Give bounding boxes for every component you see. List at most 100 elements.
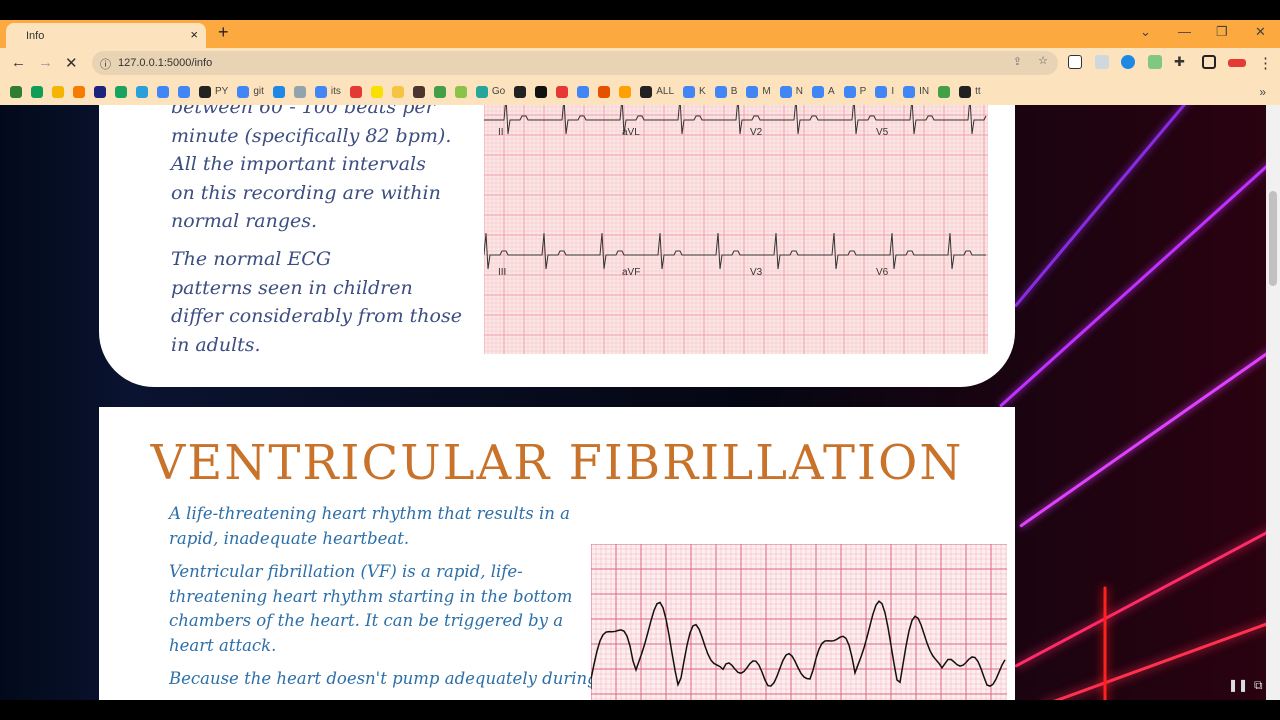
normal-ecg-card: between 60 - 100 beats per minute (speci… [99,105,1015,387]
url-text[interactable]: 127.0.0.1:5000/info [118,57,213,69]
bookmark-item[interactable] [136,85,148,98]
ecg-grid-major [591,544,1007,700]
new-tab-button[interactable]: + [218,22,229,42]
bookmark-item[interactable] [293,85,306,98]
extension-a-icon[interactable] [1121,55,1135,69]
bookmark-item[interactable]: its [314,85,341,98]
miniplayer-icon[interactable]: ⧉ [1254,678,1263,692]
bookmark-item[interactable]: M [746,85,771,98]
site-info-icon[interactable]: ⓘ [100,59,111,71]
bookmark-item[interactable] [115,85,127,98]
bookmark-icon [370,85,383,98]
bookmark-icon [843,85,856,98]
stop-loading-icon[interactable]: ✕ [65,55,78,72]
bookmark-item[interactable] [391,85,404,98]
extension-icon[interactable] [1095,55,1109,69]
minimize-icon[interactable]: — [1178,24,1191,39]
bookmark-star-icon[interactable]: ☆ [1038,55,1048,67]
bookmark-item[interactable]: N [779,85,803,98]
bookmark-item[interactable]: B [714,85,737,98]
back-icon[interactable]: ← [11,54,26,71]
tab-search-icon[interactable]: ⌄ [1140,24,1151,39]
panda-extension-icon[interactable] [1068,55,1082,69]
share-icon[interactable]: ⇪ [1012,56,1022,68]
bookmark-icon [73,85,85,98]
bookmark-item[interactable]: I [875,85,894,98]
bookmark-icon [640,85,653,98]
bookmark-icon [938,85,951,98]
navigation-bar: ← → ✕ ⓘ 127.0.0.1:5000/info ⇪ ☆ ✚ ⋮ [0,48,1280,78]
bookmark-item[interactable] [556,85,569,98]
text-line: differ considerably from those [171,305,462,327]
bookmark-icon [598,85,611,98]
pause-icon[interactable]: ❚❚ [1228,678,1249,692]
bookmark-item[interactable] [31,85,43,98]
bookmark-item[interactable]: tt [959,85,981,98]
bookmark-item[interactable] [52,85,64,98]
bookmark-item[interactable] [535,85,548,98]
bookmark-item[interactable]: K [683,85,706,98]
bookmark-item[interactable] [10,85,22,98]
close-window-icon[interactable]: ✕ [1255,24,1266,39]
ecg-lead-label: V6 [876,267,889,278]
bookmark-item[interactable] [178,85,190,98]
bookmark-icon [136,85,148,98]
bookmark-item[interactable] [577,85,590,98]
bookmark-icon [391,85,404,98]
bookmark-item[interactable]: P [843,85,867,98]
bookmark-item[interactable]: ALL [640,85,674,98]
tab-title: Info [26,29,45,42]
tab-info[interactable]: Info × [6,23,206,48]
bookmark-item[interactable] [938,85,951,98]
address-bar[interactable]: ⓘ 127.0.0.1:5000/info ⇪ ☆ [92,51,1058,75]
bookmark-item[interactable] [73,85,85,98]
chart-extension-icon[interactable] [1148,55,1162,69]
neon-line [1013,105,1209,308]
bookmark-item[interactable] [272,85,285,98]
bookmark-item[interactable]: Go [475,85,505,98]
bookmark-item[interactable] [454,85,467,98]
bookmark-icon [31,85,43,98]
bookmark-icon [779,85,792,98]
bookmark-item[interactable]: IN [903,85,929,98]
side-panel-icon[interactable] [1202,55,1216,69]
bookmark-icon [178,85,190,98]
bookmark-item[interactable]: git [237,85,264,98]
bookmark-item[interactable] [412,85,425,98]
bookmark-item[interactable] [433,85,446,98]
bookmark-icon [293,85,306,98]
more-bookmarks-icon[interactable]: » [1259,84,1266,99]
ecg-lead-label: aVL [622,127,640,138]
vertical-scrollbar[interactable] [1266,105,1280,700]
bookmark-label: its [330,86,341,97]
forward-icon[interactable]: → [38,54,53,71]
normal-ecg-paragraph-1: between 60 - 100 beats per minute (speci… [171,105,471,236]
restore-icon[interactable]: ❐ [1216,24,1228,39]
extension-red-icon[interactable] [1228,59,1246,67]
bookmark-item[interactable] [370,85,383,98]
bookmark-item[interactable] [94,85,106,98]
bookmark-label: P [859,86,867,97]
bookmark-icon [157,85,169,98]
bookmark-item[interactable] [619,85,632,98]
bookmark-item[interactable] [598,85,611,98]
tab-strip: Info × + ⌄ — ❐ ✕ [0,20,1280,48]
bookmark-icon [535,85,548,98]
neon-line [1019,284,1266,528]
bookmark-icon [875,85,888,98]
text-line: in adults. [171,333,261,356]
bookmark-label: tt [975,86,981,97]
bookmark-item[interactable] [514,85,527,98]
vf-title: VENTRICULAR FIBRILLATION [150,435,964,491]
bookmark-item[interactable] [157,85,169,98]
menu-icon[interactable]: ⋮ [1258,55,1273,72]
text-line: All the important intervals [171,153,426,175]
bookmark-item[interactable] [349,85,362,98]
bookmark-item[interactable]: PY [199,85,228,98]
extensions-puzzle-icon[interactable]: ✚ [1174,54,1185,69]
tab-close-icon[interactable]: × [190,27,198,42]
bookmark-icon [94,85,106,98]
bookmark-item[interactable]: A [811,85,835,98]
scrollbar-thumb[interactable] [1269,191,1277,286]
ecg-lead-label: II [498,127,504,138]
